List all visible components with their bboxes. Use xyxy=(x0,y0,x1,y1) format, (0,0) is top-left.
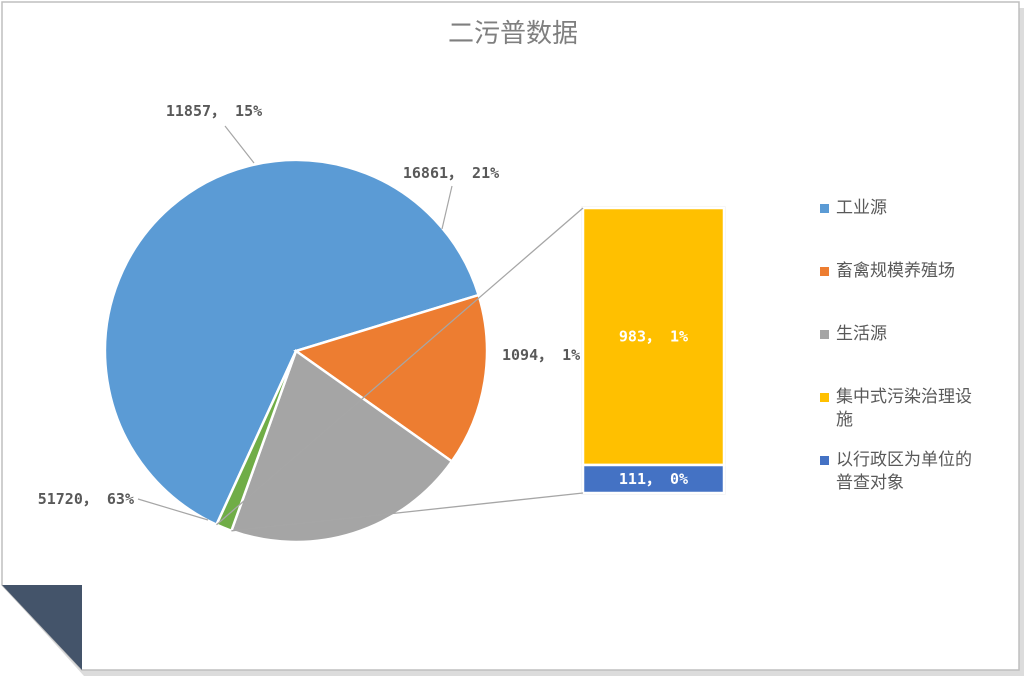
bar-segment-admin-region-objects xyxy=(581,463,726,495)
data-label-industrial: 51720， 63% xyxy=(38,490,134,508)
data-label-admin-region-objects: 111， 0% xyxy=(619,470,688,488)
legend-swatch-4 xyxy=(820,456,829,465)
legend-label-3-0: 集中式污染治理设 xyxy=(836,387,972,407)
leader-line-domestic xyxy=(441,185,453,230)
plot-area: 51720， 63% 11857， 15% 16861， 21% 1094， 1% 98… xyxy=(38,102,726,544)
pie-slice-domestic xyxy=(229,349,454,544)
leader-line-industrial xyxy=(137,498,209,521)
legend-swatch-3 xyxy=(820,393,829,402)
data-label-livestock: 11857， 15% xyxy=(166,102,262,120)
connector-line-bottom xyxy=(231,492,584,532)
legend-label-2-0: 生活源 xyxy=(836,324,887,344)
legend-label-0-0: 工业源 xyxy=(836,198,887,218)
legend-swatch-2 xyxy=(820,330,829,339)
legend-label-4-0: 以行政区为单位的 xyxy=(836,450,972,470)
legend-item-1: 畜禽规模养殖场 xyxy=(820,261,955,281)
legend-label-1-0: 畜禽规模养殖场 xyxy=(836,261,955,281)
bar-segment-centralized-treatment xyxy=(581,206,726,467)
legend-item-0: 工业源 xyxy=(820,198,887,218)
legend-label-3-1: 施 xyxy=(836,410,853,430)
legend-label-4-1: 普查对象 xyxy=(836,473,904,493)
legend-item-2: 生活源 xyxy=(820,324,887,344)
pie-slice-livestock xyxy=(293,293,489,464)
legend-swatch-0 xyxy=(820,204,829,213)
pie-slice-industrial xyxy=(103,158,481,527)
data-label-centralized-treatment: 983， 1% xyxy=(619,328,688,346)
chart-title: 二污普数据 xyxy=(448,19,578,49)
leader-line-livestock xyxy=(224,125,255,164)
connector-line-top xyxy=(216,207,584,526)
legend-swatch-1 xyxy=(820,267,829,276)
folded-corner xyxy=(2,585,82,670)
data-label-other: 1094， 1% xyxy=(502,346,580,364)
data-label-domestic: 16861， 21% xyxy=(403,164,499,182)
